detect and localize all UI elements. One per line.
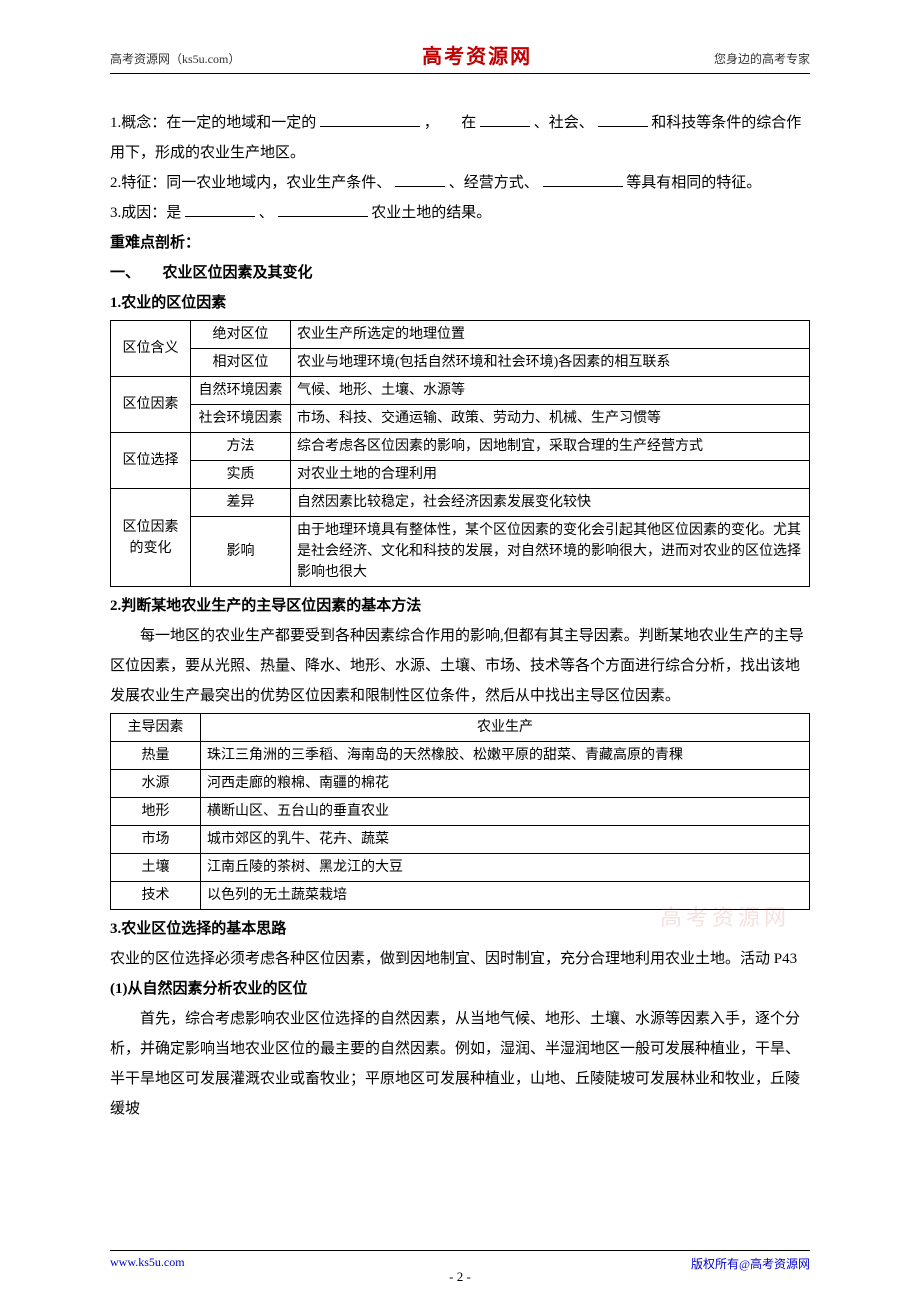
cell: 以色列的无土蔬菜栽培 [201,882,810,910]
heading-keydiff: 重难点剖析： [110,228,810,258]
blank-field[interactable] [320,112,420,127]
table-row: 实质 对农业土地的合理利用 [111,461,810,489]
table-row: 区位因素 自然环境因素 气候、地形、土壤、水源等 [111,377,810,405]
table-row: 区位选择 方法 综合考虑各区位因素的影响，因地制宜，采取合理的生产经营方式 [111,433,810,461]
table-dominant-factors: 主导因素 农业生产 热量 珠江三角洲的三季稻、海南岛的天然橡胶、松嫩平原的甜菜、… [110,713,810,910]
cell: 江南丘陵的茶树、黑龙江的大豆 [201,854,810,882]
cell-header: 农业生产 [201,714,810,742]
blank-field[interactable] [395,172,445,187]
table-row: 土壤 江南丘陵的茶树、黑龙江的大豆 [111,854,810,882]
txt: 农业土地的结果。 [371,205,491,221]
heading-1-3: 3.农业区位选择的基本思路 [110,914,810,944]
txt: 、社会、 [534,115,594,131]
table-row: 水源 河西走廊的粮棉、南疆的棉花 [111,770,810,798]
cell: 珠江三角洲的三季稻、海南岛的天然橡胶、松嫩平原的甜菜、青藏高原的青稞 [201,742,810,770]
txt: 等具有相同的特征。 [626,175,761,191]
cell: 综合考虑各区位因素的影响，因地制宜，采取合理的生产经营方式 [291,433,810,461]
header-center-brand: 高考资源网 [422,40,532,69]
table-row: 社会环境因素 市场、科技、交通运输、政策、劳动力、机械、生产习惯等 [111,405,810,433]
concept-line-1: 1.概念：在一定的地域和一定的 ， 在 、社会、 和科技等条件的综合作用下，形成… [110,108,810,168]
table-row: 区位含义 绝对区位 农业生产所选定的地理位置 [111,321,810,349]
cell: 影响 [191,517,291,587]
cell: 社会环境因素 [191,405,291,433]
table-row: 市场 城市郊区的乳牛、花卉、蔬菜 [111,826,810,854]
cell: 绝对区位 [191,321,291,349]
txt: ， 在 [424,115,477,131]
heading-1-2: 2.判断某地农业生产的主导区位因素的基本方法 [110,591,810,621]
cell: 气候、地形、土壤、水源等 [291,377,810,405]
cause-line: 3.成因：是 、 农业土地的结果。 [110,198,810,228]
page-footer: www.ks5u.com 版权所有@高考资源网 - 2 - [110,1250,810,1272]
txt: 3.成因：是 [110,205,181,221]
page-header: 高考资源网（ks5u.com） 高考资源网 您身边的高考专家 [110,40,810,74]
cell: 地形 [111,798,201,826]
header-left: 高考资源网（ks5u.com） [110,50,240,67]
table-row: 地形 横断山区、五台山的垂直农业 [111,798,810,826]
cell: 农业与地理环境(包括自然环境和社会环境)各因素的相互联系 [291,349,810,377]
footer-page-number: - 2 - [110,1269,810,1285]
cell: 城市郊区的乳牛、花卉、蔬菜 [201,826,810,854]
cell: 技术 [111,882,201,910]
cell: 差异 [191,489,291,517]
table-row: 热量 珠江三角洲的三季稻、海南岛的天然橡胶、松嫩平原的甜菜、青藏高原的青稞 [111,742,810,770]
txt: 、经营方式、 [449,175,539,191]
table-row: 技术 以色列的无土蔬菜栽培 [111,882,810,910]
cell: 相对区位 [191,349,291,377]
cell: 区位因素 [111,377,191,433]
cell: 方法 [191,433,291,461]
cell: 热量 [111,742,201,770]
table-row: 相对区位 农业与地理环境(包括自然环境和社会环境)各因素的相互联系 [111,349,810,377]
heading-1: 一、 农业区位因素及其变化 [110,258,810,288]
cell: 河西走廊的粮棉、南疆的棉花 [201,770,810,798]
cell: 实质 [191,461,291,489]
cell: 区位选择 [111,433,191,489]
cell: 由于地理环境具有整体性，某个区位因素的变化会引起其他区位因素的变化。尤其是社会经… [291,517,810,587]
cell: 横断山区、五台山的垂直农业 [201,798,810,826]
cell: 市场、科技、交通运输、政策、劳动力、机械、生产习惯等 [291,405,810,433]
txt: 、 [259,205,274,221]
cell: 自然因素比较稳定，社会经济因素发展变化较快 [291,489,810,517]
heading-1-3-sub: (1)从自然因素分析农业的区位 [110,974,810,1004]
blank-field[interactable] [278,202,368,217]
cell: 区位因素的变化 [111,489,191,587]
header-right: 您身边的高考专家 [714,50,810,67]
cell: 农业生产所选定的地理位置 [291,321,810,349]
cell-header: 主导因素 [111,714,201,742]
cell: 对农业土地的合理利用 [291,461,810,489]
heading-1-1: 1.农业的区位因素 [110,288,810,318]
para-natural-factors: 首先，综合考虑影响农业区位选择的自然因素，从当地气候、地形、土壤、水源等因素入手… [110,1004,810,1124]
body-content: 1.概念：在一定的地域和一定的 ， 在 、社会、 和科技等条件的综合作用下，形成… [110,108,810,1124]
cell: 区位含义 [111,321,191,377]
table-row: 区位因素的变化 差异 自然因素比较稳定，社会经济因素发展变化较快 [111,489,810,517]
page-container: 高考资源网（ks5u.com） 高考资源网 您身边的高考专家 1.概念：在一定的… [0,0,920,1302]
table-location-factors: 区位含义 绝对区位 农业生产所选定的地理位置 相对区位 农业与地理环境(包括自然… [110,320,810,587]
blank-field[interactable] [598,112,648,127]
para-dominant-factor: 每一地区的农业生产都要受到各种因素综合作用的影响,但都有其主导因素。判断某地农业… [110,621,810,711]
blank-field[interactable] [480,112,530,127]
cell: 水源 [111,770,201,798]
table-row: 主导因素 农业生产 [111,714,810,742]
txt: 2.特征：同一农业地域内，农业生产条件、 [110,175,391,191]
cell: 市场 [111,826,201,854]
blank-field[interactable] [543,172,623,187]
table-row: 影响 由于地理环境具有整体性，某个区位因素的变化会引起其他区位因素的变化。尤其是… [111,517,810,587]
cell: 土壤 [111,854,201,882]
para-selection-intro: 农业的区位选择必须考虑各种区位因素，做到因地制宜、因时制宜，充分合理地利用农业土… [110,944,810,974]
blank-field[interactable] [185,202,255,217]
txt: 1.概念：在一定的地域和一定的 [110,115,316,131]
feature-line: 2.特征：同一农业地域内，农业生产条件、 、经营方式、 等具有相同的特征。 [110,168,810,198]
cell: 自然环境因素 [191,377,291,405]
